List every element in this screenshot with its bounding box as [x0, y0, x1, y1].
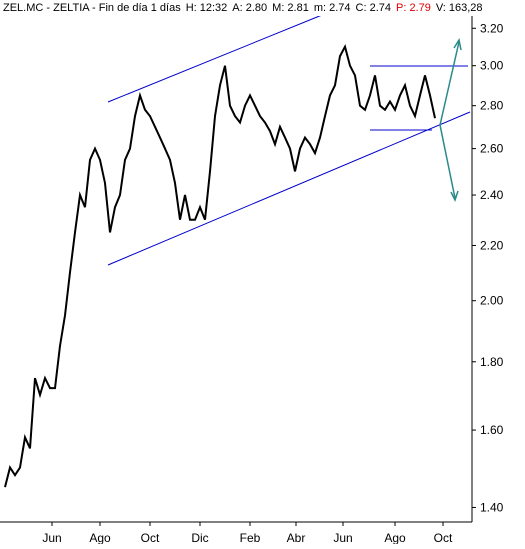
y-tick-label: 2.20 [480, 238, 504, 252]
y-tick-label: 2.60 [480, 142, 504, 156]
arrow-down [439, 124, 456, 199]
x-tick-label: Dic [191, 531, 208, 544]
x-tick-label: Oct [141, 531, 160, 544]
x-tick-label: Oct [434, 531, 453, 544]
header-item: C: 2.74 [356, 2, 391, 14]
plot: 1.40 1.60 1.80 2.00 2.20 2.40 2.60 2.80 3.00 3.20… [4, 21, 504, 545]
y-tick-label: 3.20 [480, 21, 504, 35]
header-item: ZEL.MC - ZELTIA - Fin de día 1 días [3, 2, 181, 14]
header-item: V: 163,28 [436, 2, 483, 14]
y-tick-label: 1.40 [480, 500, 504, 514]
arrows [439, 38, 462, 202]
y-tick-label: 2.00 [480, 294, 504, 308]
header: ZEL.MC - ZELTIA - Fin de día 1 días H: 12… [3, 2, 483, 14]
x-tick-label: Jun [333, 531, 352, 544]
header-item: A: 2.80 [232, 2, 267, 14]
trendlines [107, 14, 471, 266]
header-item: H: 12:32 [186, 2, 228, 14]
x-tick-label: Abr [287, 531, 306, 544]
y-tick-label: 1.60 [480, 423, 504, 437]
header-item: M: 2.81 [272, 2, 309, 14]
x-tick-label: Ago [89, 531, 111, 544]
upper-channel [107, 14, 323, 103]
y-tick-label: 3.00 [480, 59, 504, 73]
y-tick-label: 1.80 [480, 355, 504, 369]
arrow-down-head [450, 190, 459, 202]
header-item: m: 2.74 [314, 2, 351, 14]
lower-channel [107, 111, 471, 266]
x-tick-label: Feb [240, 531, 261, 544]
price-line [4, 43, 436, 488]
arrow-up-head [453, 38, 462, 51]
x-tick-label: Ago [384, 531, 406, 544]
y-tick-label: 2.40 [480, 188, 504, 202]
arrow-up [439, 41, 460, 126]
x-tick-label: Jun [42, 531, 61, 544]
header-item: P: 2.79 [396, 2, 431, 14]
y-tick-label: 2.80 [480, 99, 504, 113]
header-bg [0, 0, 525, 16]
